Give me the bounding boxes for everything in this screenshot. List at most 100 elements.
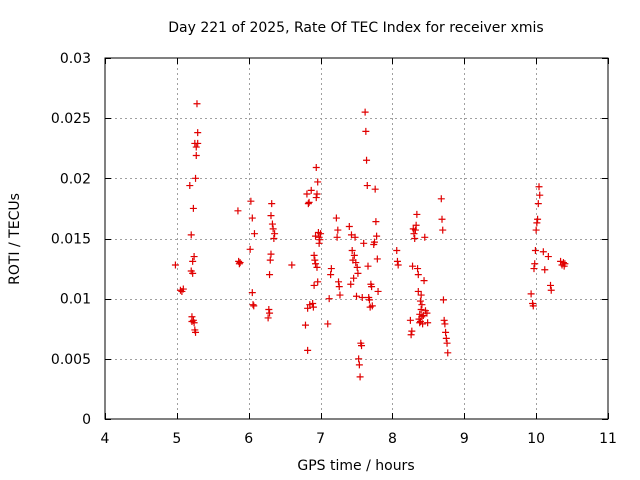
data-point <box>443 339 451 347</box>
data-point <box>439 226 447 234</box>
data-point <box>327 271 335 279</box>
y-tick-label: 0.015 <box>51 232 91 248</box>
data-point <box>418 301 426 309</box>
data-point <box>270 235 278 242</box>
data-point <box>423 309 431 317</box>
data-point <box>363 156 371 164</box>
data-point <box>442 328 450 336</box>
data-point <box>193 100 201 108</box>
data-point <box>561 260 569 268</box>
data-point <box>406 316 414 324</box>
data-point <box>544 253 552 261</box>
data-point <box>417 305 425 313</box>
data-point <box>271 230 279 238</box>
data-point <box>412 221 420 229</box>
y-tick-labels: 0 0.005 0.01 0.015 0.02 0.025 0.03 <box>51 51 91 428</box>
x-tick-label: 9 <box>460 431 469 447</box>
data-point <box>304 304 312 312</box>
data-point <box>315 239 323 247</box>
data-point <box>547 286 555 294</box>
data-point <box>531 247 539 255</box>
data-point <box>325 295 333 303</box>
data-point <box>394 261 402 269</box>
data-point <box>413 210 421 218</box>
data-point <box>393 247 401 255</box>
data-point <box>370 238 378 246</box>
data-point <box>310 281 318 289</box>
data-point <box>420 277 428 285</box>
data-point <box>356 373 364 381</box>
data-point <box>189 257 197 265</box>
data-point <box>411 226 419 234</box>
data-point <box>527 290 535 298</box>
data-point <box>350 274 358 282</box>
data-point <box>246 245 254 253</box>
data-point <box>288 261 296 269</box>
data-point <box>531 260 539 268</box>
data-point <box>368 283 376 291</box>
data-point <box>358 293 366 301</box>
data-point <box>267 212 275 220</box>
data-point <box>250 302 258 310</box>
y-tick-label: 0.03 <box>60 51 91 67</box>
data-point <box>234 207 242 215</box>
data-point <box>373 232 381 240</box>
data-point <box>313 190 321 198</box>
data-point <box>314 278 322 286</box>
data-point <box>192 328 200 336</box>
data-point <box>265 305 273 313</box>
data-point <box>355 361 363 369</box>
data-point <box>307 186 315 194</box>
data-point <box>194 129 202 137</box>
data-point <box>324 320 332 328</box>
data-point <box>327 265 335 273</box>
data-point <box>192 143 200 151</box>
data-point <box>309 299 317 307</box>
data-point <box>372 218 380 226</box>
chart-title: Day 221 of 2025, Rate Of TEC Index for r… <box>168 20 543 36</box>
data-point <box>414 265 422 273</box>
data-point <box>269 225 277 233</box>
data-point <box>189 204 197 212</box>
data-point <box>304 200 312 208</box>
data-point <box>267 250 275 258</box>
x-tick-labels: 4 5 6 7 8 9 10 11 <box>101 431 617 447</box>
tick-layer <box>105 58 609 420</box>
data-point <box>347 231 355 239</box>
data-point <box>192 174 200 182</box>
data-points <box>171 100 569 381</box>
data-point <box>316 236 324 244</box>
data-point <box>407 331 415 339</box>
data-point <box>440 316 448 324</box>
data-point <box>530 265 538 273</box>
data-point <box>266 271 274 279</box>
data-point <box>417 291 425 299</box>
x-axis-label: GPS time / hours <box>297 458 414 474</box>
data-point <box>335 283 343 291</box>
data-point <box>353 292 360 300</box>
x-tick-label: 10 <box>527 431 545 447</box>
data-point <box>559 259 567 267</box>
data-point <box>304 346 312 354</box>
data-point <box>351 233 359 241</box>
data-point <box>541 266 549 274</box>
data-point <box>534 215 542 223</box>
data-point <box>424 319 432 327</box>
data-point <box>421 233 429 241</box>
plot-frame <box>104 57 609 420</box>
data-point <box>334 226 342 234</box>
data-point <box>187 231 195 239</box>
data-point <box>310 251 318 259</box>
x-tick-label: 7 <box>316 431 325 447</box>
data-point <box>189 269 197 277</box>
data-point <box>536 191 544 199</box>
data-point <box>393 257 401 265</box>
data-point <box>419 320 427 328</box>
data-point <box>368 302 376 310</box>
data-point <box>268 200 276 208</box>
data-point <box>350 251 358 259</box>
data-point <box>333 233 341 241</box>
data-point <box>442 334 450 342</box>
data-point <box>249 301 257 309</box>
